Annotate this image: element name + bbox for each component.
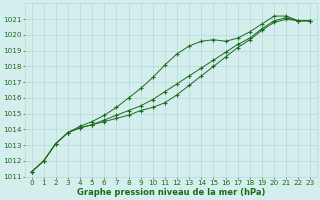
X-axis label: Graphe pression niveau de la mer (hPa): Graphe pression niveau de la mer (hPa) (77, 188, 265, 197)
